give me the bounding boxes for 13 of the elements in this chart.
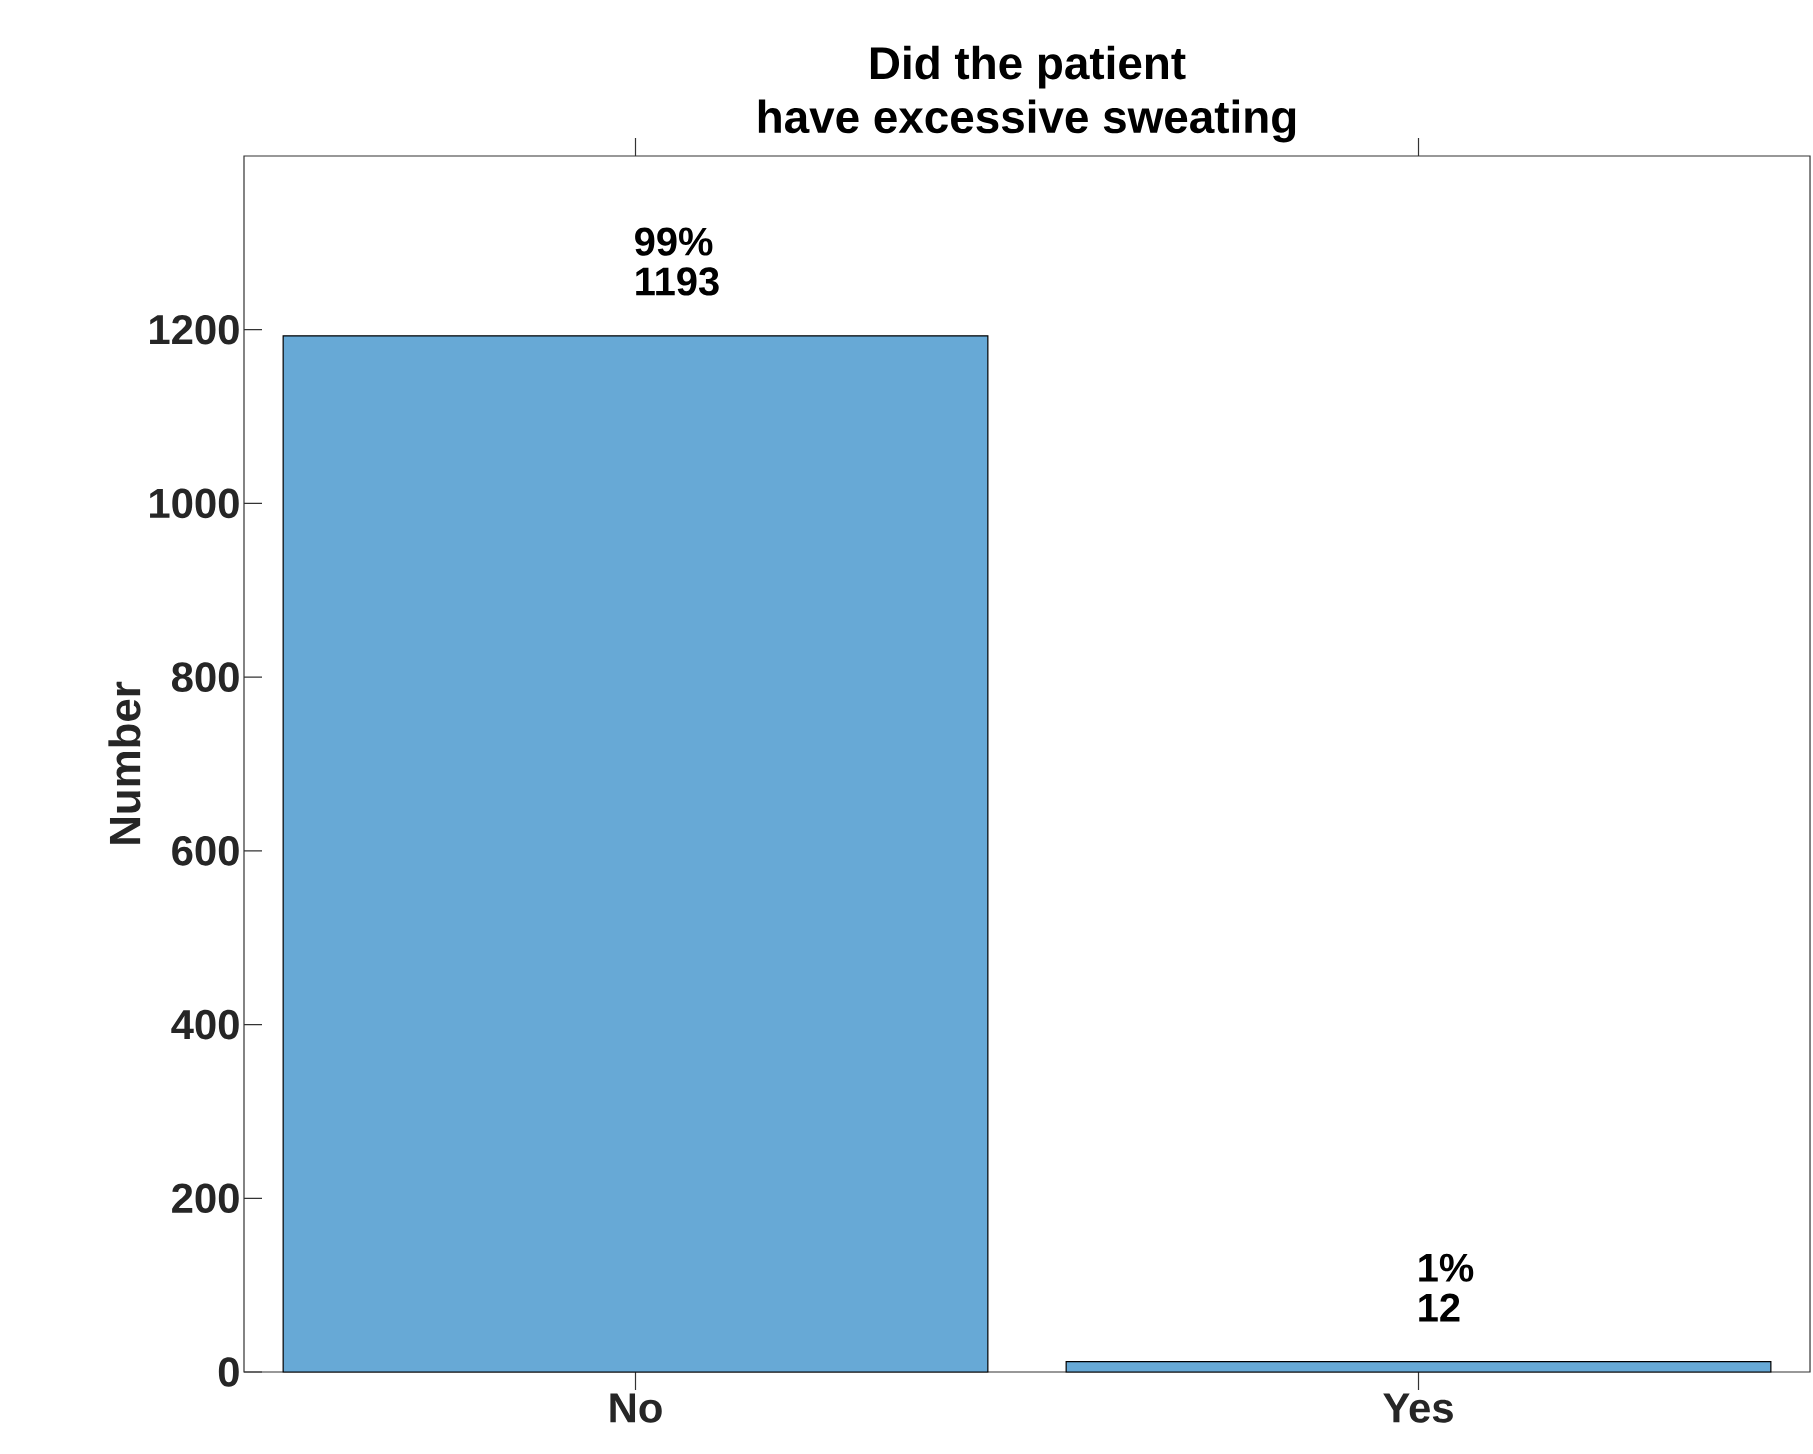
- data-label: 1% 12: [1419, 1253, 1474, 1322]
- x-tick-label: Yes: [1383, 1393, 1453, 1423]
- x-tick-label: No: [610, 1393, 662, 1423]
- data-label: 99% 1193: [635, 227, 719, 296]
- y-tick-label: 1200: [150, 314, 239, 345]
- y-axis-title: Number: [108, 681, 141, 844]
- y-tick-label: 400: [171, 1009, 239, 1040]
- chart-title: Did the patient have excessive sweating: [758, 45, 1296, 143]
- y-tick-label: 800: [172, 662, 239, 692]
- y-tick-label: 1000: [150, 488, 239, 519]
- y-tick-label: 200: [172, 1183, 239, 1214]
- y-tick-label: 0: [218, 1357, 239, 1387]
- y-tick-label: 600: [172, 836, 239, 866]
